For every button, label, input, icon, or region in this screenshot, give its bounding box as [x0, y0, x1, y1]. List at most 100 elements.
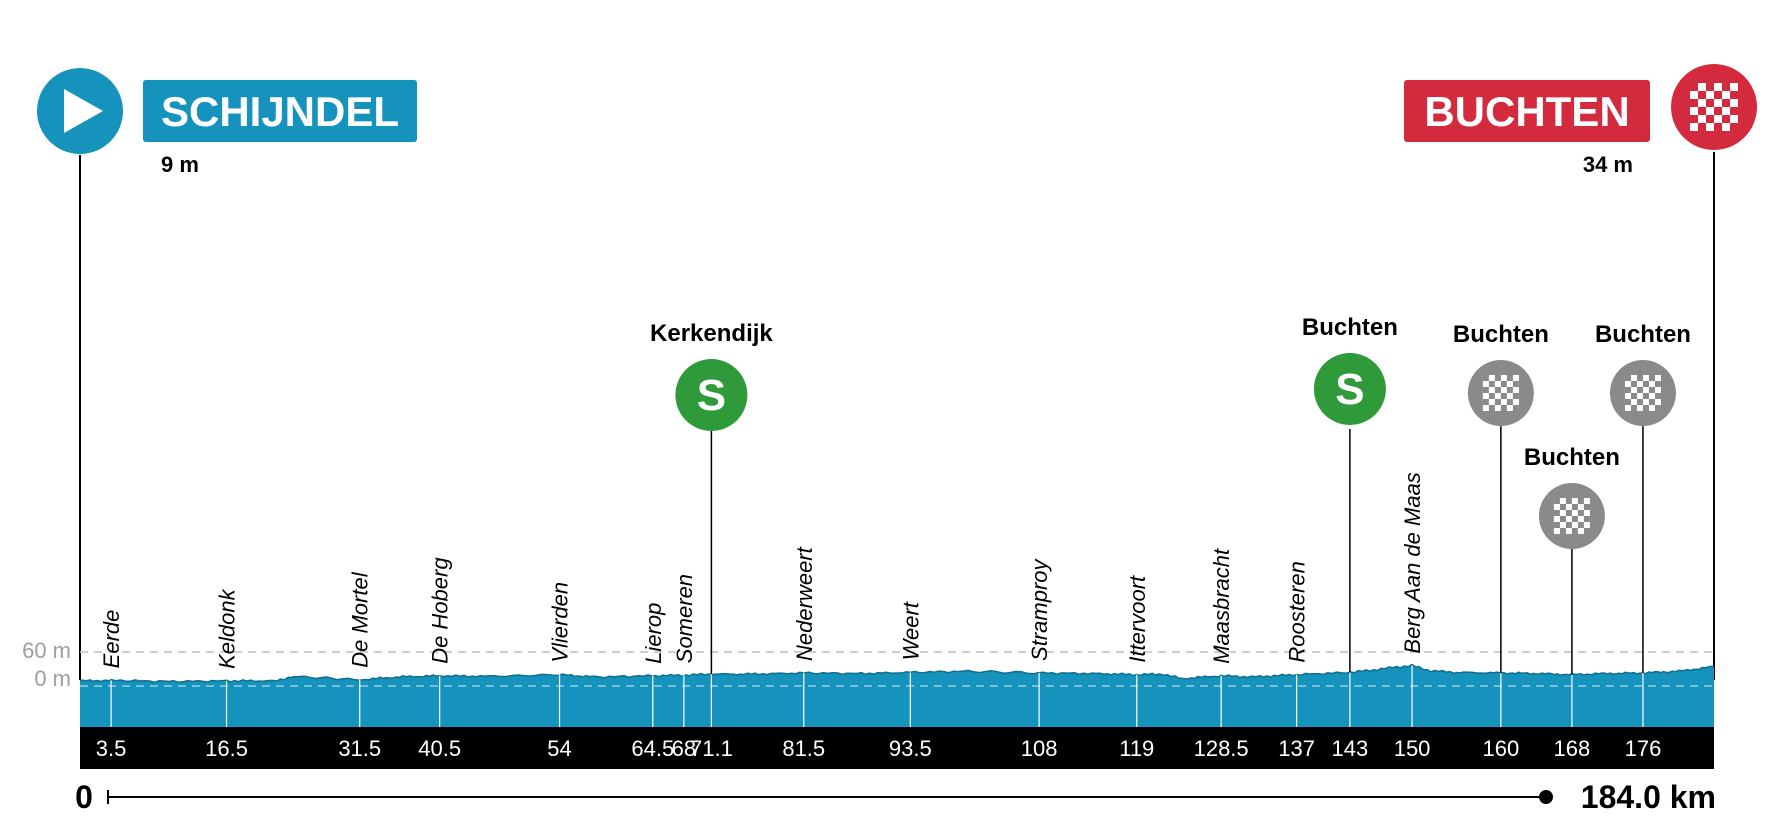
point-name: Buchten — [1453, 321, 1549, 348]
km-label: 176 — [1625, 736, 1662, 761]
checker-cell — [1654, 381, 1661, 387]
checkered-flag-icon — [1482, 375, 1519, 411]
km-axis-band — [80, 727, 1714, 769]
km-label: 68 — [672, 736, 696, 761]
point-name: Kerkendijk — [650, 320, 773, 347]
checker-cell — [1714, 107, 1722, 115]
checker-cell — [1630, 405, 1637, 411]
start-header: SCHIJNDEL 9 m — [37, 68, 417, 680]
km-label: 137 — [1278, 736, 1315, 761]
checkered-flag-icon — [1624, 375, 1661, 411]
point-name: Buchten — [1302, 314, 1398, 341]
point-name: Buchten — [1595, 321, 1691, 348]
checker-cell — [1654, 393, 1661, 399]
km-label: 81.5 — [782, 736, 825, 761]
km-label: 31.5 — [338, 736, 381, 761]
start-city-name: SCHIJNDEL — [161, 88, 399, 135]
elevation-profile-outline — [79, 663, 1715, 684]
checker-cell — [1730, 107, 1738, 115]
start-altitude: 9 m — [161, 152, 199, 177]
place-name: Vlierden — [548, 582, 573, 663]
checker-cell — [1571, 516, 1578, 522]
checker-cell — [1559, 528, 1566, 534]
play-icon — [64, 89, 103, 133]
place-name: Stramproy — [1027, 557, 1052, 660]
finish-city-name: BUCHTEN — [1424, 88, 1629, 135]
km-label: 150 — [1394, 736, 1431, 761]
checker-cell — [1722, 83, 1730, 91]
checker-cell — [1506, 375, 1513, 381]
place-name: Maasbracht — [1209, 548, 1234, 664]
km-label: 54 — [547, 736, 571, 761]
distance-start-label: 0 — [75, 779, 93, 815]
km-label: 160 — [1483, 736, 1520, 761]
y-tick-0m: 0 m — [34, 666, 71, 691]
checker-cell — [1571, 528, 1578, 534]
checker-cell — [1706, 99, 1714, 107]
place-name: Someren — [672, 574, 697, 663]
distance-axis-end-dot — [1539, 790, 1553, 804]
checker-cell — [1730, 91, 1738, 99]
checker-cell — [1577, 498, 1584, 504]
place-name: Keldonk — [215, 588, 240, 669]
checker-cell — [1722, 115, 1730, 123]
checker-cell — [1488, 405, 1495, 411]
checker-cell — [1565, 510, 1572, 516]
checker-cell — [1706, 115, 1714, 123]
checker-cell — [1494, 375, 1501, 381]
checker-cell — [1730, 123, 1738, 131]
checker-cell — [1559, 504, 1566, 510]
sprint-marker — [675, 359, 748, 431]
finish-city-box — [1404, 80, 1650, 142]
checker-cell — [1577, 522, 1584, 528]
checker-cell — [1636, 375, 1643, 381]
checker-cell — [1630, 381, 1637, 387]
km-label: 40.5 — [418, 736, 461, 761]
checker-cell — [1698, 123, 1706, 131]
checker-cell — [1482, 399, 1489, 405]
checker-cell — [1654, 405, 1661, 411]
place-name: Weert — [898, 601, 923, 660]
checker-cell — [1583, 504, 1590, 510]
checker-cell — [1648, 375, 1655, 381]
place-name: Nederweert — [792, 546, 817, 661]
checker-cell — [1648, 387, 1655, 393]
checker-cell — [1630, 393, 1637, 399]
checker-cell — [1642, 393, 1649, 399]
checker-cell — [1714, 123, 1722, 131]
km-label: 128.5 — [1194, 736, 1249, 761]
place-name: Lierop — [641, 603, 666, 664]
place-name: Roosteren — [1285, 561, 1310, 663]
checker-cell — [1648, 399, 1655, 405]
checker-cell — [1636, 387, 1643, 393]
km-label: 108 — [1021, 736, 1058, 761]
checker-cell — [1553, 498, 1560, 504]
checker-cell — [1583, 528, 1590, 534]
km-label: 64.5 — [631, 736, 674, 761]
checker-cell — [1577, 510, 1584, 516]
checker-cell — [1512, 405, 1519, 411]
checker-cell — [1488, 393, 1495, 399]
km-markers: Eerde Keldonk De Mortel De Hoberg Vlierden Li… — [99, 472, 1644, 727]
y-tick-60m: 60 m — [22, 638, 71, 663]
checker-cell — [1690, 115, 1698, 123]
checker-cell — [1636, 399, 1643, 405]
checker-cell — [1559, 516, 1566, 522]
checker-cell — [1624, 399, 1631, 405]
checker-cell — [1553, 510, 1560, 516]
distance-end-label: 184.0 km — [1581, 779, 1716, 815]
place-name: Ittervoort — [1125, 575, 1150, 663]
place-name: De Mortel — [348, 571, 373, 667]
start-city-box — [143, 80, 417, 142]
km-label: 71.1 — [690, 736, 733, 761]
checker-cell — [1482, 387, 1489, 393]
checker-cell — [1506, 399, 1513, 405]
checker-cell — [1512, 381, 1519, 387]
checker-cell — [1624, 387, 1631, 393]
checker-cell — [1506, 387, 1513, 393]
checker-cell — [1642, 405, 1649, 411]
place-name: De Hoberg — [428, 557, 453, 664]
km-label: 143 — [1332, 736, 1369, 761]
